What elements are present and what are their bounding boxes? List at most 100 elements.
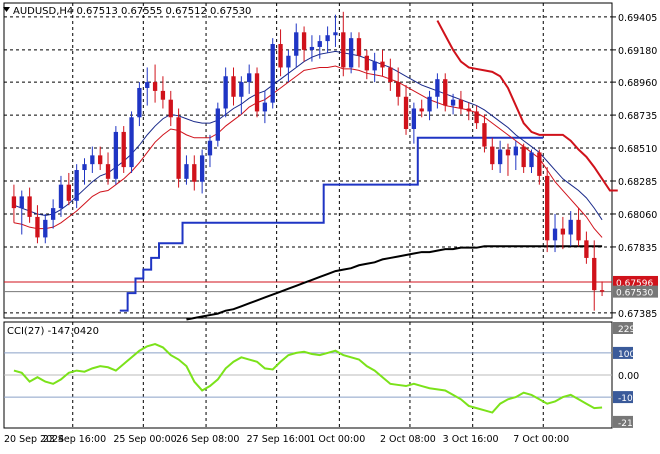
candle-body xyxy=(152,82,158,91)
x-tick-label: 1 Oct 00:00 xyxy=(309,434,365,445)
candle-body xyxy=(435,79,440,97)
collapse-triangle-icon[interactable] xyxy=(3,7,10,12)
candle-body xyxy=(11,196,17,209)
moving-average-line xyxy=(186,245,603,321)
candle-body xyxy=(348,38,354,68)
y-tick-label: 0.68285 xyxy=(618,177,657,188)
candle-body xyxy=(537,152,542,176)
envelope-line xyxy=(436,20,618,192)
candle-body xyxy=(286,55,291,68)
candle-body xyxy=(74,170,79,201)
candle-body xyxy=(301,32,307,50)
candle-body xyxy=(294,32,299,56)
candle-body xyxy=(466,108,471,112)
candle-body xyxy=(50,208,56,220)
candle-body xyxy=(364,55,369,71)
candle-body xyxy=(560,228,566,235)
x-tick-label: 3 Oct 16:00 xyxy=(443,434,499,445)
candle-body xyxy=(184,164,189,179)
y-tick-label: 0.69405 xyxy=(618,13,657,24)
candle-body xyxy=(82,164,87,171)
candle-body xyxy=(270,44,275,103)
candle-body xyxy=(192,164,197,182)
candle-body xyxy=(497,149,503,165)
candle-body xyxy=(145,82,150,88)
candle-body xyxy=(207,140,213,156)
candle-body xyxy=(176,117,181,179)
x-tick-label: 23 Sep 16:00 xyxy=(43,434,106,445)
candle-body xyxy=(262,102,268,112)
cci-badge xyxy=(613,391,633,404)
candle-body xyxy=(239,82,244,97)
candle-body xyxy=(411,108,417,129)
candle-body xyxy=(356,38,362,56)
x-tick-label: 25 Sep 00:00 xyxy=(113,434,176,445)
candle-body xyxy=(113,131,119,179)
candle-body xyxy=(19,196,24,209)
candle-body xyxy=(403,96,409,129)
y-tick-label: 0.68735 xyxy=(618,111,657,122)
candle-body xyxy=(129,117,134,168)
x-tick-label: 27 Sep 16:00 xyxy=(247,434,310,445)
cci-badge xyxy=(613,415,633,428)
candle-body xyxy=(443,79,448,106)
candle-body xyxy=(419,108,424,112)
candle-body xyxy=(309,46,315,50)
candle-body xyxy=(43,219,48,238)
candle-body xyxy=(58,184,64,209)
candle-body xyxy=(458,99,464,109)
candle-body xyxy=(388,67,393,83)
price-level-label: 0.67596 xyxy=(616,279,653,289)
y-tick-label: 0.68960 xyxy=(618,78,657,89)
cci-badge xyxy=(613,346,633,359)
candle-body xyxy=(545,175,550,241)
candle-body xyxy=(576,219,581,241)
candle-body xyxy=(552,228,558,241)
chart-header: AUDUSD,H4 0.67513 0.67555 0.67512 0.6753… xyxy=(3,6,251,17)
chart-header-text: AUDUSD,H4 0.67513 0.67555 0.67512 0.6753… xyxy=(13,6,251,17)
candle-body xyxy=(599,290,605,292)
candle-body xyxy=(513,146,518,156)
y-tick-label: 0.68510 xyxy=(618,144,657,155)
candle-body xyxy=(199,155,205,182)
candle-body xyxy=(505,149,511,156)
candle-body xyxy=(160,90,166,100)
candle-body xyxy=(568,219,573,235)
price-level-badge xyxy=(613,285,658,298)
candle-body xyxy=(27,196,32,217)
moving-average-line xyxy=(13,50,603,221)
y-tick-label: 0.69180 xyxy=(618,46,657,57)
candle-body xyxy=(521,146,526,168)
candle-body xyxy=(584,240,589,258)
main-panel-border xyxy=(3,2,613,319)
candle-body xyxy=(105,164,111,179)
y-tick-label: 0.67835 xyxy=(618,243,657,254)
x-tick-label: 20 Sep 2024 xyxy=(4,434,64,445)
candle-body xyxy=(474,111,479,124)
candle-body xyxy=(254,73,260,112)
candle-body xyxy=(231,76,236,97)
cci-y-tick-label: 100 xyxy=(618,350,635,360)
stepline-series xyxy=(119,136,544,312)
candle-body xyxy=(490,146,495,165)
candle-body xyxy=(215,108,220,141)
candle-body xyxy=(168,99,173,118)
y-tick-label: 0.68060 xyxy=(618,210,657,221)
candle-body xyxy=(372,61,377,71)
candle-body xyxy=(325,35,330,42)
candle-body xyxy=(35,216,40,238)
candle-body xyxy=(529,152,534,168)
candle-body xyxy=(380,61,385,68)
candle-body xyxy=(90,155,95,165)
cci-badge xyxy=(613,322,633,334)
price-level-badge xyxy=(613,275,658,288)
cci-y-tick-label: -100 xyxy=(618,394,639,404)
candle-body xyxy=(427,96,432,112)
x-tick-label: 26 Sep 08:00 xyxy=(176,434,239,445)
x-tick-label: 7 Oct 00:00 xyxy=(513,434,569,445)
candle-body xyxy=(278,44,283,68)
candle-body xyxy=(121,131,126,168)
cci-line xyxy=(13,343,603,414)
